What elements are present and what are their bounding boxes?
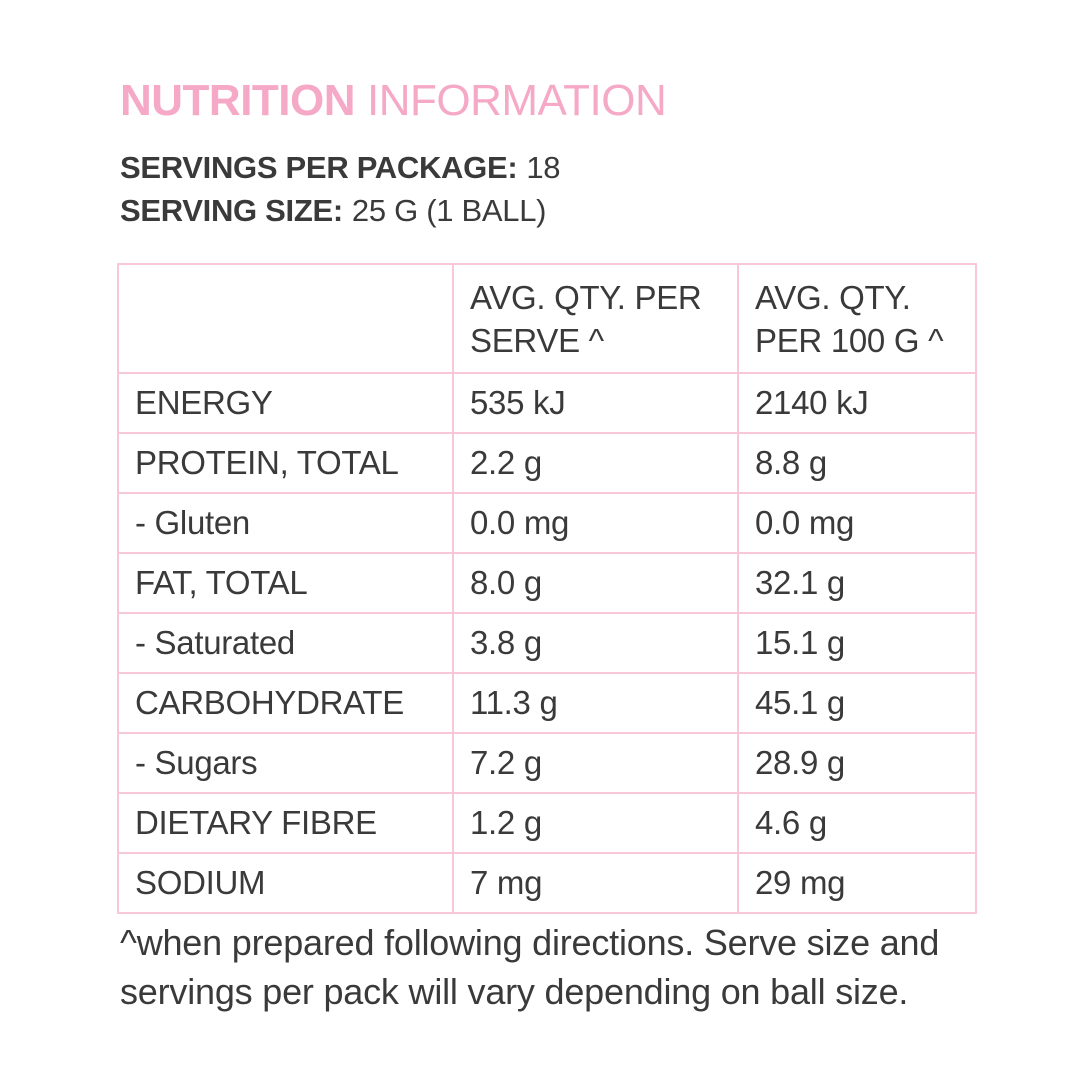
row-per-100g: 45.1 g <box>737 672 977 734</box>
table-row-saturated: - Saturated 3.8 g 15.1 g <box>117 612 977 674</box>
row-per-serve: 3.8 g <box>452 612 739 674</box>
row-label: - Sugars <box>117 732 454 794</box>
row-label: CARBOHYDRATE <box>117 672 454 734</box>
row-label: DIETARY FIBRE <box>117 792 454 854</box>
header-cell-empty <box>117 263 454 374</box>
row-per-100g: 0.0 mg <box>737 492 977 554</box>
row-per-serve: 0.0 mg <box>452 492 739 554</box>
nutrition-table: AVG. QTY. PER SERVE ^ AVG. QTY. PER 100 … <box>117 263 977 914</box>
row-per-serve: 7 mg <box>452 852 739 914</box>
page-title: NUTRITION INFORMATION <box>120 76 667 126</box>
table-row-fat: FAT, TOTAL 8.0 g 32.1 g <box>117 552 977 614</box>
header-per-serve-line1: AVG. QTY. PER <box>470 278 702 316</box>
table-row-protein: PROTEIN, TOTAL 2.2 g 8.8 g <box>117 432 977 494</box>
header-per-serve-line2: SERVE ^ <box>470 321 604 359</box>
row-per-100g: 8.8 g <box>737 432 977 494</box>
header-cell-per-100g: AVG. QTY. PER 100 G ^ <box>737 263 977 374</box>
row-per-serve: 7.2 g <box>452 732 739 794</box>
row-per-100g: 2140 kJ <box>737 372 977 434</box>
row-label: FAT, TOTAL <box>117 552 454 614</box>
footnote-line1: ^when prepared following directions. Ser… <box>120 922 940 963</box>
table-header-row: AVG. QTY. PER SERVE ^ AVG. QTY. PER 100 … <box>117 263 977 374</box>
row-per-100g: 32.1 g <box>737 552 977 614</box>
row-per-100g: 28.9 g <box>737 732 977 794</box>
row-per-serve: 11.3 g <box>452 672 739 734</box>
row-label: - Gluten <box>117 492 454 554</box>
header-per-100g-line2: PER 100 G ^ <box>755 321 944 359</box>
row-per-100g: 29 mg <box>737 852 977 914</box>
row-per-serve: 1.2 g <box>452 792 739 854</box>
row-per-serve: 8.0 g <box>452 552 739 614</box>
serving-size-value: 25 G (1 BALL) <box>351 193 547 228</box>
row-label: PROTEIN, TOTAL <box>117 432 454 494</box>
row-per-100g: 15.1 g <box>737 612 977 674</box>
serving-info: SERVINGS PER PACKAGE: 18 SERVING SIZE: 25 … <box>120 146 561 232</box>
serving-size-line: SERVING SIZE: 25 G (1 BALL) <box>120 189 560 232</box>
header-per-100g-line1: AVG. QTY. <box>755 278 911 316</box>
row-label: - Saturated <box>117 612 454 674</box>
table-row-dietary-fibre: DIETARY FIBRE 1.2 g 4.6 g <box>117 792 977 854</box>
table-row-gluten: - Gluten 0.0 mg 0.0 mg <box>117 492 977 554</box>
row-label: SODIUM <box>117 852 454 914</box>
row-per-serve: 535 kJ <box>452 372 739 434</box>
servings-per-package-line: SERVINGS PER PACKAGE: 18 <box>120 146 561 189</box>
table-row-sodium: SODIUM 7 mg 29 mg <box>117 852 977 914</box>
table-row-energy: ENERGY 535 kJ 2140 kJ <box>117 372 977 434</box>
serving-size-label: SERVING SIZE: <box>120 193 343 228</box>
row-label: ENERGY <box>117 372 454 434</box>
row-per-100g: 4.6 g <box>737 792 977 854</box>
row-per-serve: 2.2 g <box>452 432 739 494</box>
page-title-highlight: NUTRITION <box>120 76 356 125</box>
header-cell-per-serve: AVG. QTY. PER SERVE ^ <box>452 263 739 374</box>
page-title-rest: INFORMATION <box>367 76 667 125</box>
table-row-sugars: - Sugars 7.2 g 28.9 g <box>117 732 977 794</box>
servings-per-package-label: SERVINGS PER PACKAGE: <box>120 150 518 185</box>
footnote-line2: servings per pack will vary depending on… <box>120 971 909 1012</box>
servings-per-package-value: 18 <box>526 150 561 185</box>
table-row-carbohydrate: CARBOHYDRATE 11.3 g 45.1 g <box>117 672 977 734</box>
footnote: ^when prepared following directions. Ser… <box>120 918 939 1016</box>
